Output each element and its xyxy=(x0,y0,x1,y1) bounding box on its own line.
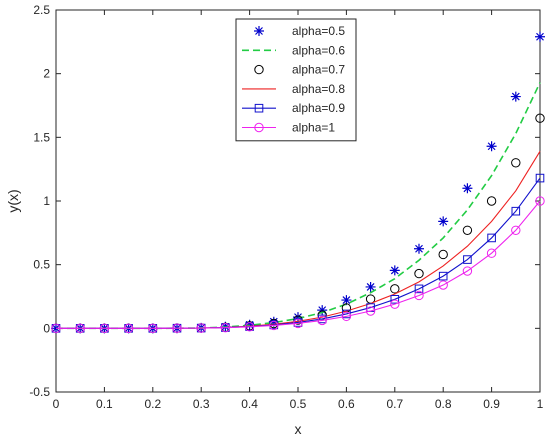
legend-entry: alpha=0.9 xyxy=(242,101,345,115)
square-marker xyxy=(511,206,521,216)
x-tick-label: 0 xyxy=(53,397,60,411)
square-marker xyxy=(414,284,424,294)
square-marker xyxy=(390,295,400,304)
circle-marker xyxy=(172,323,182,333)
circle-marker xyxy=(390,299,400,309)
circle-marker xyxy=(254,64,264,75)
y-tick-label: 2 xyxy=(43,67,50,81)
circle-marker xyxy=(462,225,473,235)
y-tick-label: 2.5 xyxy=(33,3,50,17)
y-tick-label: -0.5 xyxy=(29,385,50,399)
asterisk-marker xyxy=(438,216,449,227)
square-marker xyxy=(487,233,496,243)
x-tick-label: 1 xyxy=(537,397,544,411)
asterisk-marker xyxy=(317,305,328,316)
legend-box xyxy=(235,18,357,142)
legend-label: alpha=0.9 xyxy=(292,101,345,115)
axis-ticks: 0 0.1 0.2 0.3 0.4 0.5 0.6 0.7 0.8 0.9 1-0.500.511.… xyxy=(29,3,543,411)
circle-marker xyxy=(511,225,521,235)
asterisk-marker xyxy=(462,183,473,194)
series-line xyxy=(56,200,541,329)
y-axis-label: y(x) xyxy=(5,189,21,212)
circle-marker xyxy=(269,320,279,331)
circle-marker xyxy=(365,306,376,316)
x-tick-label: 0.4 xyxy=(241,397,258,411)
asterisk-marker xyxy=(486,141,497,152)
circle-marker xyxy=(244,322,255,332)
x-axis-label: x xyxy=(295,421,302,437)
circle-marker xyxy=(438,280,448,290)
legend-label: alpha=0.6 xyxy=(292,43,345,57)
circle-marker xyxy=(51,323,61,334)
circle-marker xyxy=(99,323,110,334)
asterisk-marker xyxy=(389,265,400,276)
legend-entry: alpha=1 xyxy=(242,121,335,135)
asterisk-marker xyxy=(510,91,521,102)
square-marker xyxy=(438,271,448,281)
circle-marker xyxy=(535,196,545,206)
circle-marker xyxy=(462,266,473,276)
circle-marker xyxy=(75,323,85,334)
square-marker xyxy=(254,103,264,113)
circle-marker xyxy=(535,113,545,123)
x-tick-label: 0.8 xyxy=(435,397,452,411)
series-6 xyxy=(51,196,545,334)
circle-marker xyxy=(341,311,352,322)
asterisk-marker xyxy=(365,281,376,292)
asterisk-marker xyxy=(293,312,303,323)
series-group xyxy=(51,31,545,334)
legend-label: alpha=0.5 xyxy=(292,24,345,38)
circle-marker xyxy=(293,318,303,329)
legend-entry: alpha=0.6 xyxy=(242,43,345,57)
x-tick-label: 0.7 xyxy=(386,397,403,411)
legend-label: alpha=1 xyxy=(292,121,335,135)
asterisk-marker xyxy=(254,26,264,36)
square-marker xyxy=(463,255,472,264)
circle-marker xyxy=(390,284,400,294)
asterisk-marker xyxy=(341,295,352,306)
circle-marker xyxy=(486,248,497,258)
asterisk-marker xyxy=(268,316,279,327)
y-tick-label: 1.5 xyxy=(33,130,50,144)
circle-marker xyxy=(254,122,264,133)
circle-marker xyxy=(414,290,424,301)
circle-marker xyxy=(511,158,521,168)
x-tick-label: 0.2 xyxy=(144,397,161,411)
x-tick-label: 0.5 xyxy=(290,397,307,411)
legend-entry: alpha=0.5 xyxy=(254,24,345,38)
circle-marker xyxy=(148,323,158,334)
legend-label: alpha=0.7 xyxy=(292,63,345,77)
legend-entry: alpha=0.7 xyxy=(254,63,345,77)
legend: alpha=0.5 alpha=0.6 alpha=0.7 alpha=0.8 alph… xyxy=(235,18,357,142)
circle-marker xyxy=(486,196,497,206)
circle-marker xyxy=(196,323,206,333)
legend-label: alpha=0.8 xyxy=(292,82,345,96)
y-tick-label: 0.5 xyxy=(33,258,50,272)
y-tick-label: 1 xyxy=(43,194,50,208)
circle-marker xyxy=(317,315,327,326)
square-marker xyxy=(535,173,545,183)
x-tick-label: 0.9 xyxy=(483,397,500,411)
x-tick-label: 0.1 xyxy=(96,397,113,411)
x-tick-label: 0.3 xyxy=(193,397,210,411)
x-tick-label: 0.6 xyxy=(338,397,355,411)
asterisk-marker xyxy=(414,243,424,254)
legend-entry: alpha=0.8 xyxy=(242,82,345,96)
circle-marker xyxy=(438,249,448,260)
circle-marker xyxy=(220,322,231,333)
asterisk-marker xyxy=(535,31,545,42)
y-tick-label: 0 xyxy=(43,321,50,335)
circle-marker xyxy=(414,268,424,279)
circle-marker xyxy=(123,323,134,334)
